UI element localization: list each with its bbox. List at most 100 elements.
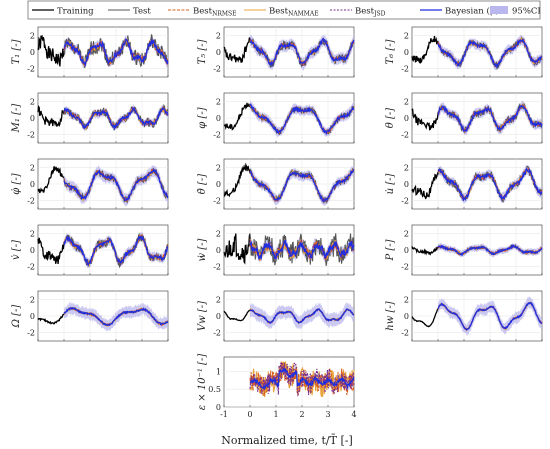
y-tick-label: -2 (401, 131, 409, 140)
y-tick-label: -2 (27, 131, 35, 140)
y-tick-label: -2 (213, 131, 221, 140)
bayes-line (63, 38, 169, 67)
x-tick-label: 4 (351, 410, 356, 419)
y-tick-label: 0 (404, 48, 409, 57)
y-tick-label: 0 (216, 246, 221, 255)
bayes-line (249, 240, 355, 261)
y-tick-label: 0 (30, 48, 35, 57)
panel-2: 2 0 -2 T₅ [-] (197, 26, 355, 78)
y-tick-label: 0 (216, 403, 221, 412)
y-tick-label: 2 (30, 97, 35, 106)
y-tick-label: 2 (216, 295, 221, 304)
y-tick-label: 1 (216, 367, 221, 376)
training-line (411, 108, 439, 131)
legend-label-training: Training (57, 7, 94, 17)
y-tick-label: -2 (27, 329, 35, 338)
bayes-line (63, 235, 169, 266)
bayes-line (437, 104, 543, 132)
y-tick-label: 0 (216, 312, 221, 321)
legend-label-nrmse: BestNRMSE (193, 7, 236, 18)
x-tick-label: 2 (299, 410, 304, 419)
y-axis-label: T₆ [-] (385, 39, 396, 64)
x-axis-label: Normalized time, t/T̄ [-] (221, 434, 353, 447)
panel-16: 10.50-1 0 1 2 3 4ε × 10⁻¹ [-] (197, 354, 357, 419)
y-tick-label: -2 (27, 263, 35, 272)
bayes-line (249, 308, 355, 324)
y-tick-label: 0 (30, 180, 35, 189)
y-tick-label: 0 (216, 180, 221, 189)
y-tick-label: 0 (216, 114, 221, 123)
bayes-line (249, 368, 355, 391)
training-line (223, 37, 251, 64)
y-axis-label: θ̇ [-] (197, 174, 208, 194)
training-line (411, 308, 439, 328)
ci-band (64, 104, 168, 132)
legend-swatch-ci (490, 6, 508, 14)
training-line (37, 104, 65, 128)
y-tick-label: 2 (404, 97, 409, 106)
panel-5: 2 0 -2 φ [-] (197, 92, 355, 144)
y-tick-label: 2 (404, 229, 409, 238)
y-axis-label: M₁ [-] (11, 104, 22, 134)
training-line (37, 34, 65, 67)
ci-band (64, 231, 168, 269)
legend-label-test: Test (133, 7, 151, 17)
x-tick-label: 1 (273, 410, 278, 419)
panel-11: 2 0 -2 ẇ [-] (197, 224, 355, 276)
bayes-line (437, 301, 543, 331)
y-tick-label: 2 (30, 229, 35, 238)
bayes-line (437, 167, 543, 202)
bayes-line (249, 103, 355, 136)
y-axis-label: T₅ [-] (197, 39, 208, 64)
panel-9: 2 0 -2 u̇ [-] (385, 158, 543, 210)
y-tick-label: 0 (404, 246, 409, 255)
training-line (411, 246, 439, 256)
panel-14: 2 0 -2 Vw [-] (197, 290, 355, 342)
legend-label-jsd: BestJSD (355, 7, 386, 18)
training-line (37, 237, 65, 264)
y-axis-label: ε × 10⁻¹ [-] (197, 354, 208, 411)
y-axis-label: φ̇ [-] (11, 173, 22, 194)
y-tick-label: -2 (401, 329, 409, 338)
y-tick-label: -2 (213, 329, 221, 338)
ci-band (438, 164, 542, 204)
y-tick-label: 0 (404, 114, 409, 123)
y-tick-label: 2 (216, 229, 221, 238)
y-tick-label: 2 (30, 295, 35, 304)
y-axis-label: ẇ [-] (197, 238, 208, 261)
legend-label-bayes: Bayesian (μ) (445, 6, 499, 17)
ci-band (438, 100, 542, 135)
panel-4: 2 0 -2 M₁ [-] (11, 92, 169, 144)
panel-15: 2 0 -2 hw [-] (385, 290, 543, 342)
y-tick-label: -2 (213, 197, 221, 206)
y-axis-label: φ [-] (197, 107, 208, 128)
training-line (37, 313, 65, 325)
y-tick-label: -2 (27, 65, 35, 74)
y-tick-label: 2 (404, 163, 409, 172)
y-tick-label: -2 (401, 197, 409, 206)
x-tick-label: 3 (325, 410, 330, 419)
y-tick-label: -2 (213, 65, 221, 74)
training-line (223, 102, 251, 131)
x-tick-label: 0 (247, 410, 252, 419)
ci-band (250, 33, 354, 71)
y-axis-label: v̇ [-] (11, 240, 22, 260)
y-tick-label: -2 (401, 263, 409, 272)
panel-10: 2 0 -2 v̇ [-] (11, 224, 169, 276)
bayes-line (249, 169, 355, 202)
y-axis-label: θ [-] (385, 108, 396, 128)
legend-label-nammae: BestNAMMAE (269, 7, 319, 18)
training-line (223, 162, 251, 198)
legend-box (27, 0, 541, 20)
y-tick-label: -2 (213, 263, 221, 272)
y-axis-label: T₁ [-] (11, 39, 22, 64)
y-tick-label: 2 (404, 295, 409, 304)
y-tick-label: -2 (401, 65, 409, 74)
y-tick-label: 0 (404, 312, 409, 321)
y-tick-label: 0 (30, 114, 35, 123)
y-tick-label: 0 (404, 180, 409, 189)
y-axis-label: hw [-] (385, 301, 396, 330)
nrmse-line (249, 361, 355, 396)
panel-8: 2 0 -2 θ̇ [-] (197, 158, 355, 210)
